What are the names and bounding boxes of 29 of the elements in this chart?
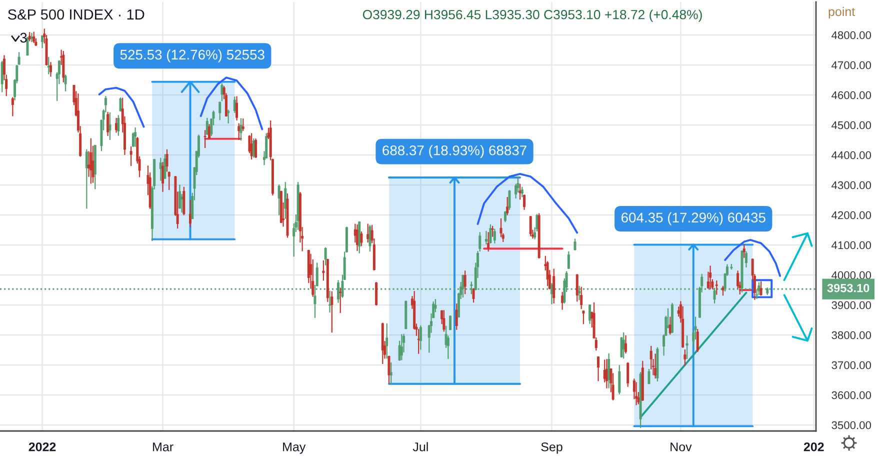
y-tick-label: 3600.00 [832, 391, 872, 400]
text: O3939.29 H3956.45 L3935.30 C3953.10 +18.72 (+0.48%) [362, 10, 702, 22]
y-tick-label: 4200.00 [832, 211, 872, 220]
y-tick-label: 3500.00 [832, 421, 872, 430]
x-tick-label: 2022 [28, 442, 56, 452]
x-tick-label: Mar [153, 442, 174, 452]
y-tick-label: 4000.00 [832, 271, 872, 280]
chart-title: S&P 500 INDEX · 1D [8, 9, 144, 20]
annotation: 604.35 (17.29%) 60435 [622, 212, 766, 226]
y-tick-label: 4800.00 [832, 31, 872, 40]
y-tick-label: 3900.00 [832, 301, 872, 310]
y-tick-label: 4600.00 [832, 91, 872, 100]
y-tick-label: 4300.00 [832, 181, 872, 190]
annotation: 525.53 (12.76%) 52553 [120, 49, 264, 62]
x-tick-label: Sep [541, 442, 562, 454]
y-tick-label: 4700.00 [832, 61, 872, 70]
y-axis-title: point [828, 6, 856, 19]
annotation: 3 [20, 32, 27, 43]
annotation: 688.37 (18.93%) 68837 [382, 145, 526, 158]
y-tick-label: 4100.00 [832, 241, 872, 250]
x-tick-label: Jul [412, 442, 428, 452]
x-tick-label: Nov [670, 442, 692, 452]
y-tick-label: 4400.00 [832, 151, 872, 160]
ref-line-label: 3953.10 [827, 284, 870, 292]
y-tick-label: 4500.00 [832, 121, 872, 130]
x-tick-label: May [283, 442, 306, 454]
x-tick-label: 202 [804, 442, 824, 452]
y-tick-label: 3700.00 [832, 361, 872, 370]
y-tick-label: 3800.00 [832, 331, 872, 340]
